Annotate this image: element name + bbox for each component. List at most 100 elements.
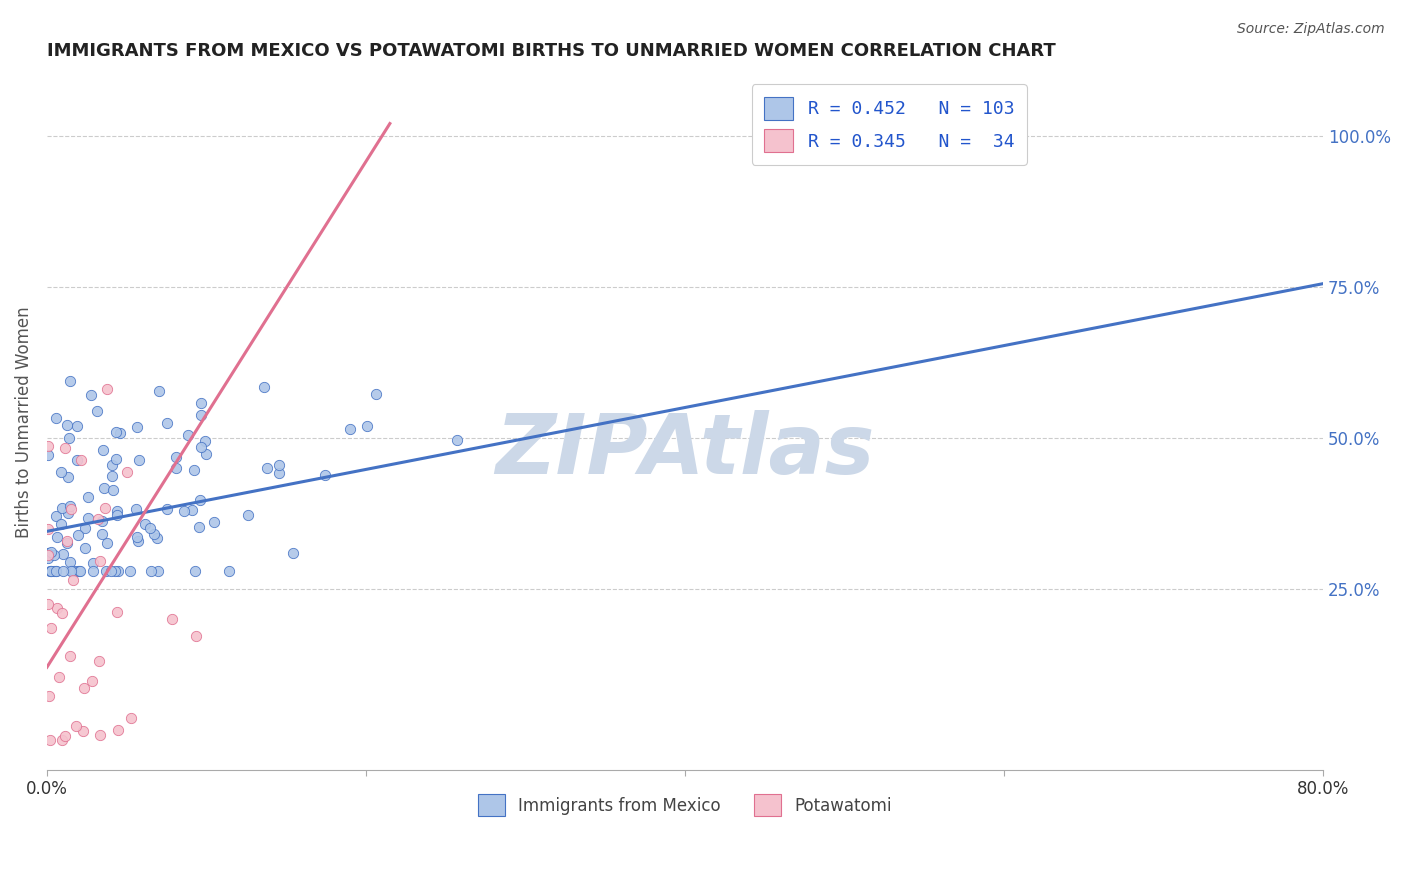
Point: [39, 564, 62, 578]
Point: [184, 629, 207, 643]
Point: [67, 564, 90, 578]
Point: [66, 564, 89, 578]
Point: [91, 442, 114, 457]
Point: [58, 431, 80, 445]
Point: [51, 564, 73, 578]
Point: [53, 729, 76, 743]
Point: [96, 535, 118, 549]
Point: [104, 451, 127, 466]
Point: [52, 547, 75, 561]
Point: [37, 546, 59, 560]
Point: [53, 441, 76, 455]
Point: [59, 499, 82, 513]
Point: [37, 448, 59, 462]
Point: [105, 504, 128, 518]
Point: [69, 453, 91, 467]
Point: [267, 458, 290, 473]
Point: [127, 534, 149, 549]
Point: [38, 564, 60, 578]
Point: [37, 551, 59, 566]
Point: [45, 530, 67, 544]
Point: [77, 510, 100, 524]
Point: [37, 548, 59, 562]
Point: [146, 531, 169, 545]
Point: [183, 463, 205, 477]
Point: [75, 521, 97, 535]
Point: [90, 527, 112, 541]
Point: [48, 670, 70, 684]
Point: [82, 673, 104, 688]
Point: [86, 404, 108, 418]
Point: [194, 434, 217, 448]
Point: [125, 530, 148, 544]
Point: [66, 453, 89, 467]
Point: [89, 728, 111, 742]
Point: [125, 501, 148, 516]
Point: [104, 564, 127, 578]
Point: [105, 425, 128, 440]
Point: [59, 555, 82, 569]
Point: [139, 564, 162, 578]
Point: [120, 711, 142, 725]
Point: [65, 719, 87, 733]
Point: [73, 681, 96, 695]
Point: [62, 574, 84, 588]
Point: [80, 388, 103, 402]
Point: [51, 501, 73, 516]
Point: [60, 564, 83, 578]
Point: [195, 447, 218, 461]
Point: [42, 548, 65, 562]
Point: [96, 383, 118, 397]
Point: [45, 509, 67, 524]
Point: [93, 482, 115, 496]
Point: [51, 732, 73, 747]
Point: [82, 557, 104, 571]
Point: [38, 689, 60, 703]
Point: [67, 527, 90, 541]
Point: [45, 601, 67, 615]
Point: [56, 470, 79, 484]
Point: [115, 465, 138, 479]
Text: Source: ZipAtlas.com: Source: ZipAtlas.com: [1237, 22, 1385, 37]
Point: [101, 458, 124, 472]
Point: [45, 564, 67, 578]
Legend: Immigrants from Mexico, Potawatomi: Immigrants from Mexico, Potawatomi: [470, 786, 900, 824]
Point: [94, 501, 117, 516]
Point: [120, 564, 142, 578]
Point: [218, 564, 240, 578]
Point: [143, 526, 166, 541]
Point: [100, 564, 122, 578]
Point: [188, 493, 211, 508]
Point: [56, 506, 79, 520]
Point: [62, 564, 84, 578]
Point: [134, 517, 156, 532]
Point: [156, 501, 179, 516]
Point: [173, 504, 195, 518]
Point: [51, 607, 73, 621]
Point: [101, 469, 124, 483]
Point: [139, 521, 162, 535]
Point: [62, 564, 84, 578]
Point: [75, 541, 97, 556]
Point: [94, 564, 117, 578]
Point: [37, 522, 59, 536]
Point: [37, 598, 59, 612]
Point: [45, 564, 67, 578]
Point: [66, 419, 89, 434]
Point: [128, 453, 150, 467]
Point: [44, 410, 66, 425]
Point: [253, 379, 276, 393]
Point: [69, 564, 91, 578]
Point: [89, 554, 111, 568]
Point: [105, 508, 128, 522]
Point: [146, 564, 169, 578]
Point: [77, 490, 100, 504]
Point: [72, 724, 94, 739]
Point: [51, 465, 73, 479]
Point: [59, 374, 82, 388]
Point: [148, 384, 170, 399]
Point: [165, 460, 187, 475]
Point: [107, 723, 129, 738]
Point: [39, 544, 62, 558]
Point: [42, 564, 65, 578]
